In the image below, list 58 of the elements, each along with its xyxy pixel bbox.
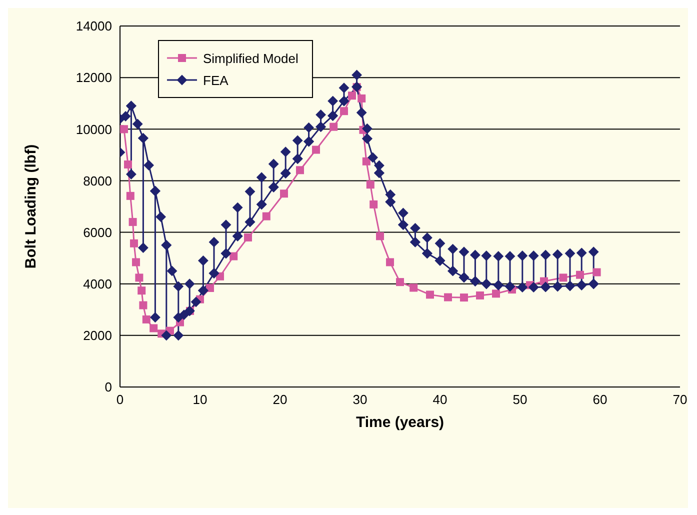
point <box>230 252 238 260</box>
y-tick-label: 14000 <box>76 18 112 34</box>
point <box>330 122 338 131</box>
x-tick-label: 0 <box>116 392 124 408</box>
point <box>366 180 374 189</box>
point <box>362 157 370 166</box>
point <box>410 284 418 292</box>
x-tick-label: 40 <box>432 392 448 408</box>
y-tick-label: 2000 <box>83 328 112 344</box>
y-tick-label: 8000 <box>83 173 112 188</box>
point <box>216 272 224 280</box>
point <box>280 190 288 198</box>
point <box>340 107 348 116</box>
point <box>142 315 150 324</box>
point <box>296 166 304 174</box>
y-tick-label: 0 <box>104 380 112 395</box>
point <box>358 94 366 102</box>
legend-label: Simplified Model <box>203 50 298 66</box>
point <box>559 274 568 282</box>
point <box>444 293 452 302</box>
point <box>132 258 140 266</box>
point <box>150 324 158 332</box>
point <box>244 233 252 242</box>
point <box>135 274 144 282</box>
point <box>386 258 394 266</box>
y-tick-label: 4000 <box>83 276 112 292</box>
y-tick-label: 12000 <box>76 70 112 86</box>
point <box>206 284 214 292</box>
x-tick-label: 30 <box>352 392 368 408</box>
point <box>348 92 356 100</box>
point <box>426 290 434 299</box>
point <box>128 218 137 226</box>
point <box>492 290 500 298</box>
x-tick-label: 60 <box>592 392 608 408</box>
point <box>576 270 584 279</box>
x-tick-label: 10 <box>192 392 208 408</box>
x-axis-title: Time (years) <box>356 414 444 431</box>
legend-label: FEA <box>203 72 228 88</box>
point <box>138 286 146 295</box>
x-tick-label: 20 <box>272 392 288 408</box>
y-tick-label: 10000 <box>76 122 112 137</box>
point <box>126 192 134 200</box>
point <box>460 294 468 302</box>
point <box>592 268 601 276</box>
point <box>312 146 320 154</box>
point <box>376 232 384 240</box>
y-tick-label: 6000 <box>83 224 112 240</box>
y-axis-title: Bolt Loading (lbf) <box>22 144 40 269</box>
x-tick-label: 50 <box>512 392 528 408</box>
point <box>120 125 128 134</box>
point <box>262 212 270 220</box>
point <box>139 301 148 310</box>
point <box>476 291 484 300</box>
point <box>370 200 378 208</box>
point <box>124 160 132 168</box>
point <box>396 278 404 286</box>
x-tick-label: 70 <box>672 392 688 408</box>
point <box>130 239 138 248</box>
